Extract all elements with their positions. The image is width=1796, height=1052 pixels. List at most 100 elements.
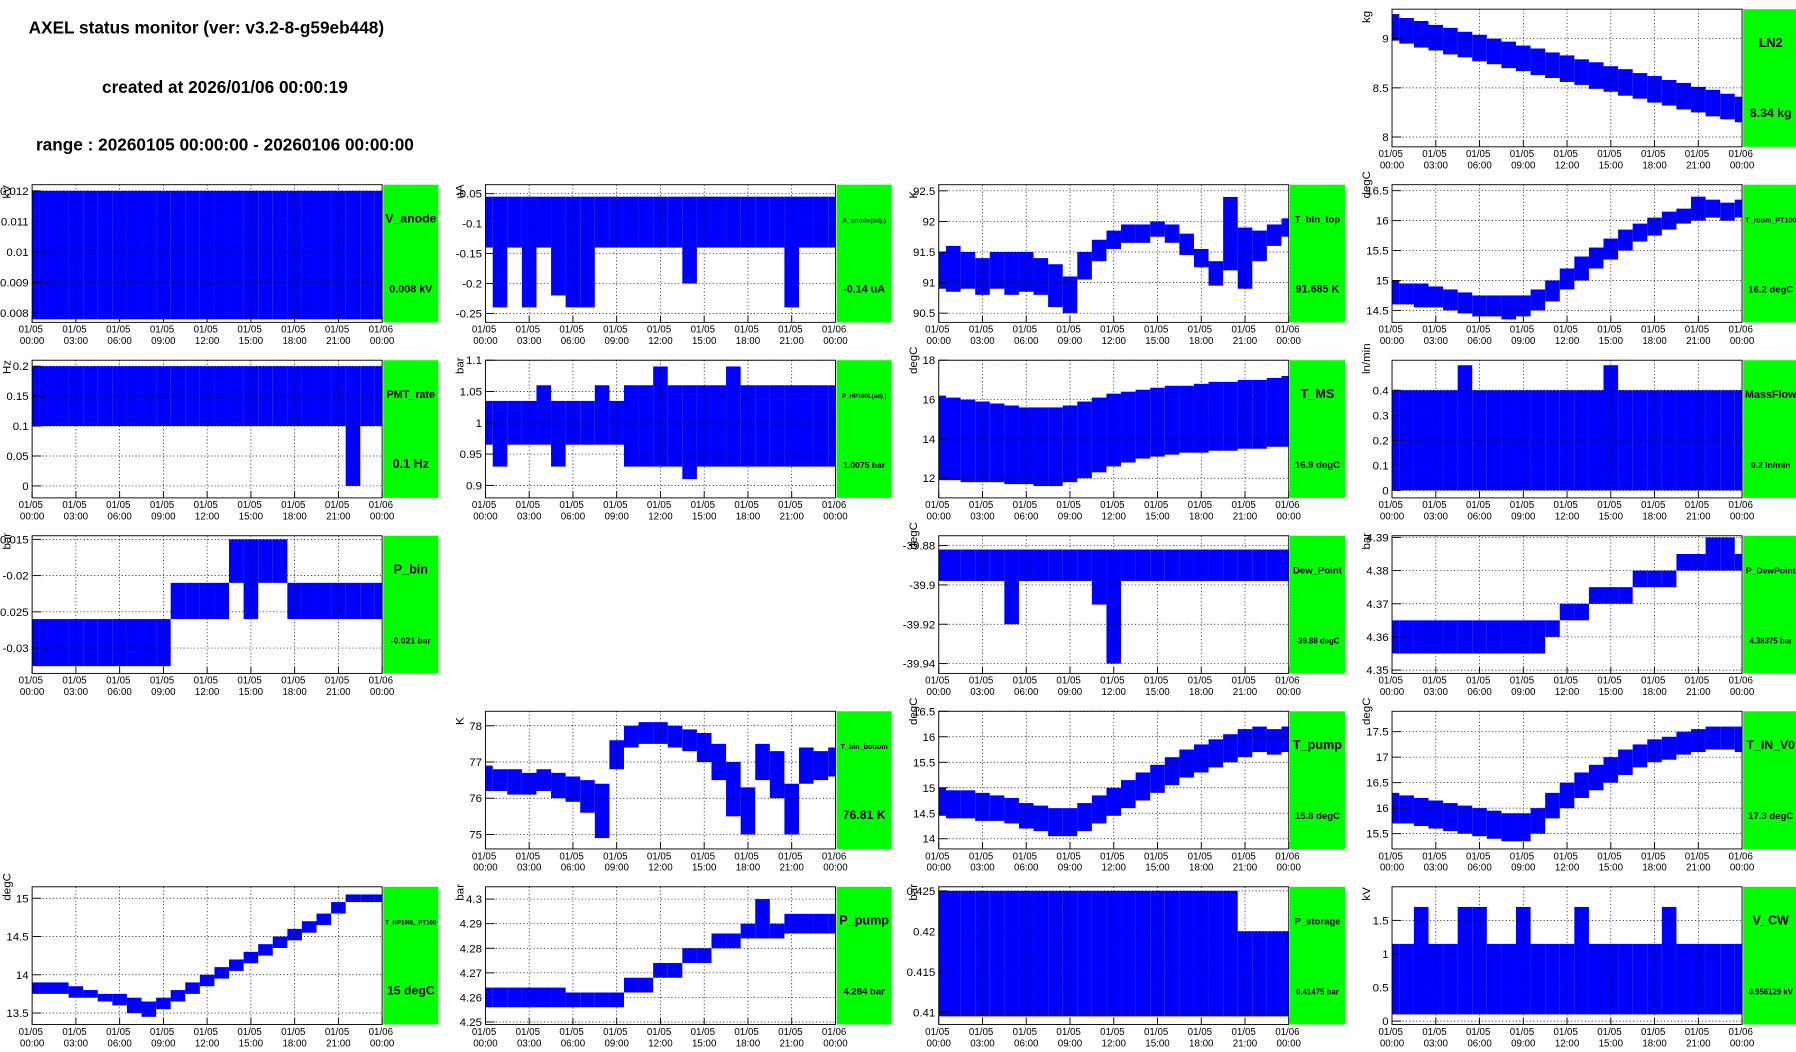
data-band: [1091, 239, 1107, 262]
data-band: [938, 395, 947, 481]
status-name: T_HP190L_PT100: [385, 920, 437, 927]
status-name: T_bin_bottom: [840, 743, 887, 751]
x-tick-label: 01/05 06:00: [1466, 1027, 1493, 1049]
x-tick-date: 01/05: [1422, 325, 1449, 336]
data-band: [960, 890, 976, 1017]
data-band: [828, 385, 836, 467]
x-tick-date: 01/05: [1422, 676, 1449, 687]
x-tick-label: 01/05 12:00: [1100, 325, 1127, 347]
x-tick-label: 01/06 00:00: [1729, 500, 1756, 522]
y-tick-label: 16.5: [1366, 778, 1388, 790]
status-name: V_CW: [1753, 914, 1790, 928]
x-tick-date: 01/05: [1422, 149, 1449, 160]
x-tick-label: 01/05 18:00: [734, 1027, 761, 1049]
x-tick-label: 01/05 03:00: [516, 1027, 543, 1049]
x-tick-time: 00:00: [1277, 687, 1302, 698]
data-band: [1559, 943, 1575, 1015]
y-tick-label: -39.9: [909, 580, 935, 592]
data-band: [1457, 292, 1473, 314]
y-axis-label: K: [455, 717, 467, 725]
x-tick-label: 01/05 21:00: [1231, 500, 1258, 522]
y-tick-label: -39.92: [903, 619, 936, 631]
x-tick-date: 01/05: [1378, 676, 1405, 687]
data-band: [112, 993, 127, 1006]
status-value: 91.685 K: [1296, 284, 1340, 296]
y-tick-label: 18: [923, 355, 936, 367]
x-tick-time: 00:00: [473, 336, 498, 347]
data-band: [287, 928, 302, 941]
x-tick-time: 18:00: [736, 512, 761, 523]
x-tick-label: 01/05 18:00: [281, 500, 308, 522]
x-tick-date: 01/05: [603, 500, 630, 511]
data-band: [1413, 20, 1429, 48]
status-box: [1743, 184, 1796, 323]
data-band: [316, 582, 332, 620]
data-band: [828, 196, 836, 248]
x-tick-date: 01/05: [106, 676, 133, 687]
x-tick-date: 01/06: [1729, 676, 1756, 687]
x-tick-time: 21:00: [1233, 687, 1258, 698]
data-band: [1443, 289, 1458, 311]
data-band: [1077, 803, 1092, 832]
x-tick-label: 01/05 00:00: [925, 500, 952, 522]
x-tick-label: 01/05 21:00: [1685, 676, 1712, 698]
x-tick-time: 00:00: [927, 336, 952, 347]
x-tick-label: 01/05 18:00: [1641, 676, 1668, 698]
x-tick-date: 01/05: [925, 676, 952, 687]
y-tick-label: 1.05: [460, 387, 482, 399]
data-band: [1266, 224, 1282, 246]
x-tick-time: 12:00: [195, 512, 220, 523]
data-band: [960, 790, 976, 819]
x-tick-date: 01/05: [603, 325, 630, 336]
x-tick-time: 09:00: [1511, 161, 1536, 172]
data-band: [1164, 385, 1180, 455]
data-band: [1193, 248, 1209, 268]
data-band: [1018, 890, 1034, 1017]
data-band: [989, 795, 1005, 821]
x-tick-date: 01/05: [969, 1027, 996, 1038]
data-band: [301, 921, 317, 933]
x-tick-date: 01/05: [106, 1027, 133, 1038]
data-band: [1048, 890, 1063, 1017]
data-band: [1237, 227, 1253, 289]
x-tick-label: 01/05 21:00: [325, 325, 352, 347]
x-tick-date: 01/05: [1553, 851, 1580, 862]
data-band: [1121, 224, 1136, 243]
data-band: [1486, 943, 1502, 1015]
x-tick-date: 01/05: [778, 500, 805, 511]
data-band: [272, 539, 288, 583]
x-tick-date: 01/05: [106, 500, 133, 511]
data-band: [667, 963, 683, 978]
x-tick-label: 01/05 18:00: [1641, 149, 1668, 171]
x-tick-date: 01/05: [281, 325, 308, 336]
data-band: [1281, 931, 1289, 1017]
data-band: [682, 948, 697, 964]
x-tick-time: 18:00: [1642, 863, 1667, 874]
data-band: [1588, 943, 1604, 1015]
data-band: [1252, 549, 1267, 581]
x-tick-date: 01/05: [516, 325, 543, 336]
data-band: [1676, 390, 1692, 491]
x-tick-date: 01/05: [925, 1027, 952, 1038]
x-tick-time: 00:00: [1380, 1038, 1405, 1049]
data-band: [1048, 808, 1063, 837]
data-band: [199, 582, 215, 620]
data-band: [287, 582, 302, 620]
y-tick-label: -39.88: [903, 541, 936, 553]
data-band: [740, 923, 756, 939]
x-tick-time: 06:00: [1467, 336, 1492, 347]
x-tick-label: 01/05 18:00: [1188, 325, 1215, 347]
x-tick-label: 01/05 00:00: [925, 325, 952, 347]
data-band: [507, 769, 522, 795]
data-band: [1091, 890, 1107, 1017]
data-band: [989, 252, 1005, 289]
data-band: [97, 190, 113, 320]
x-tick-date: 01/05: [1685, 676, 1712, 687]
x-tick-date: 01/05: [19, 676, 46, 687]
